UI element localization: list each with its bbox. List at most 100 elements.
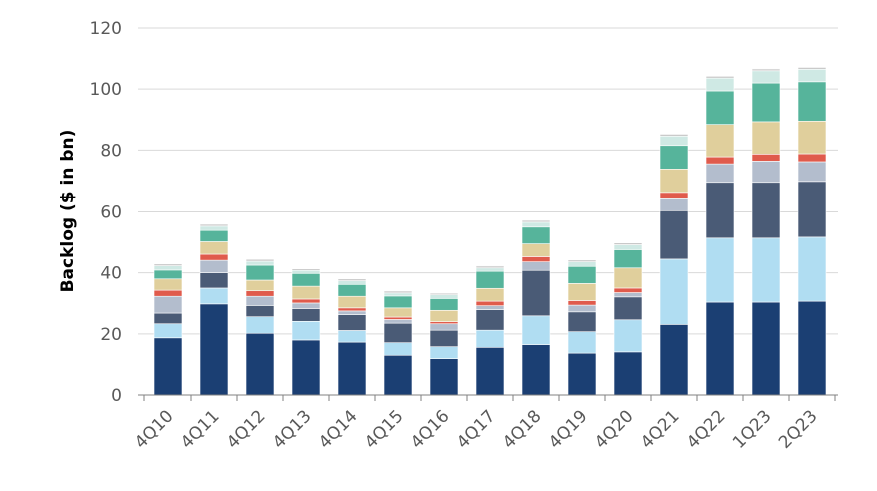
bar-segment <box>567 283 597 301</box>
axis-layer <box>138 394 838 401</box>
bar-segment <box>475 267 505 272</box>
bar-segment <box>291 285 321 300</box>
bar-segment <box>153 265 183 271</box>
bar-segment <box>613 249 643 269</box>
bar-segment <box>705 182 735 239</box>
bar-segment <box>245 258 275 262</box>
bar-segment <box>751 182 781 239</box>
bar-segment <box>613 287 643 293</box>
bar-segment <box>429 321 459 325</box>
bar-segment <box>383 322 413 344</box>
y-tick-label: 60 <box>100 203 122 223</box>
bar-segment <box>429 292 459 295</box>
bar-segment <box>199 287 229 305</box>
bar-segment <box>383 295 413 309</box>
bar-segment <box>797 161 827 183</box>
bar-segment <box>705 90 735 125</box>
bar-segment <box>797 67 827 70</box>
bar-segment <box>613 292 643 298</box>
bar-segment <box>567 304 597 313</box>
bar-segment <box>383 354 413 396</box>
bar-segment <box>751 82 781 123</box>
bar-segment <box>291 268 321 271</box>
bar-segment <box>337 283 367 297</box>
bar-segment <box>797 300 827 396</box>
x-tick-label: 4Q11 <box>177 406 224 453</box>
bar-segment <box>705 77 735 92</box>
bar-segment <box>751 161 781 184</box>
bar-segment <box>199 223 229 227</box>
bar-segment <box>705 76 735 79</box>
bar-segment <box>245 260 275 266</box>
bar-segment <box>659 198 689 211</box>
y-axis-title: Backlog ($ in bn) <box>58 130 78 293</box>
bar-segment <box>199 259 229 273</box>
bar-segment <box>521 219 551 223</box>
bar-segment <box>199 303 229 396</box>
bar-segment <box>291 320 321 341</box>
bar-segment <box>153 289 183 297</box>
bar-segment <box>751 237 781 303</box>
bar-segment <box>245 316 275 334</box>
bar-segment <box>337 307 367 312</box>
bar-segment <box>291 302 321 309</box>
bar-segment <box>337 310 367 315</box>
bar-segment <box>199 229 229 242</box>
bar-segment <box>705 301 735 396</box>
bar-segment <box>521 269 551 317</box>
x-tick-label: 4Q17 <box>453 406 500 453</box>
bar-segment <box>705 163 735 184</box>
bar-segment <box>797 236 827 302</box>
x-tick-label: 4Q22 <box>683 406 730 453</box>
bar-segment <box>383 292 413 297</box>
x-tick-label: 4Q16 <box>407 406 454 453</box>
bar-segment <box>337 341 367 396</box>
bar-segment <box>751 121 781 155</box>
x-tick-label: 4Q14 <box>315 406 362 453</box>
bar-segment <box>383 316 413 320</box>
bar-segment <box>659 168 689 194</box>
bar-segment <box>613 267 643 289</box>
bar-segment <box>567 265 597 284</box>
bar-segment <box>475 270 505 289</box>
bar-segment <box>521 344 551 396</box>
bar-segment <box>475 346 505 396</box>
bar-segment <box>291 298 321 304</box>
bar-segment <box>199 253 229 261</box>
bar-segment <box>659 324 689 396</box>
x-tick-label: 4Q19 <box>545 406 592 453</box>
bar-segment <box>153 312 183 325</box>
bar-segment <box>245 295 275 306</box>
bar-segment <box>659 145 689 170</box>
bar-segment <box>567 259 597 262</box>
bar-segment <box>613 244 643 250</box>
bar-segment <box>383 307 413 318</box>
bar-segment <box>751 301 781 396</box>
bar-segment <box>475 305 505 310</box>
bar-segment <box>245 290 275 297</box>
bar-segment <box>705 124 735 158</box>
bar-segment <box>659 209 689 260</box>
bar-segment <box>429 323 459 331</box>
bar-segment <box>521 315 551 345</box>
bar-segment <box>567 331 597 354</box>
bars-layer <box>153 67 827 396</box>
bar-segment <box>521 243 551 257</box>
x-tick-label: 4Q15 <box>361 406 408 453</box>
bar-segment <box>521 226 551 244</box>
bar-segment <box>429 358 459 396</box>
y-tick-label: 100 <box>90 80 122 100</box>
bar-segment <box>613 296 643 321</box>
bar-segment <box>613 242 643 245</box>
bar-segment <box>291 308 321 322</box>
bar-segment <box>153 323 183 339</box>
y-tick-label: 20 <box>100 325 122 345</box>
bar-segment <box>429 329 459 347</box>
bar-segment <box>567 300 597 306</box>
y-tick-label: 0 <box>111 386 122 406</box>
bar-segment <box>245 332 275 396</box>
x-tick-label: 1Q23 <box>729 406 776 453</box>
bar-segment <box>475 309 505 331</box>
bar-segment <box>659 258 689 325</box>
